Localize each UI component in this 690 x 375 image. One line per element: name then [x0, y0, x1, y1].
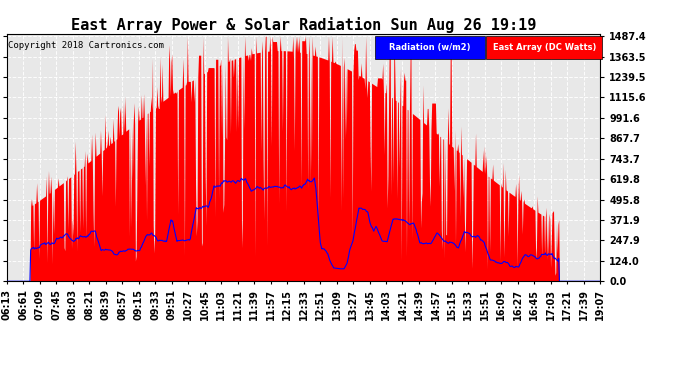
FancyBboxPatch shape [486, 36, 602, 58]
Text: Copyright 2018 Cartronics.com: Copyright 2018 Cartronics.com [8, 41, 164, 50]
Text: Radiation (w/m2): Radiation (w/m2) [389, 43, 471, 52]
FancyBboxPatch shape [375, 36, 484, 58]
Title: East Array Power & Solar Radiation Sun Aug 26 19:19: East Array Power & Solar Radiation Sun A… [71, 16, 536, 33]
Text: East Array (DC Watts): East Array (DC Watts) [493, 43, 596, 52]
